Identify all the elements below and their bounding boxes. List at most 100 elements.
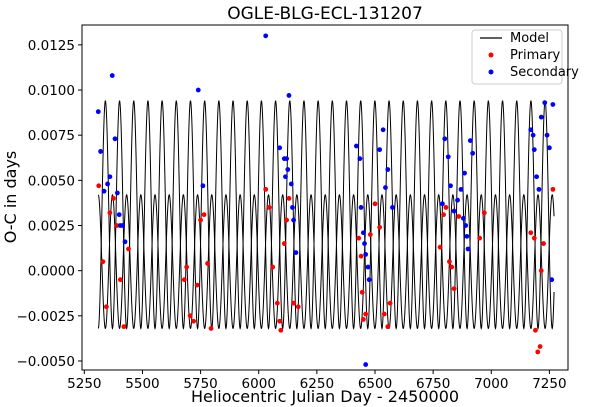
legend-model-label: Model bbox=[510, 31, 549, 46]
primary-point bbox=[528, 230, 534, 236]
primary-point bbox=[381, 311, 387, 317]
legend-primary-marker bbox=[488, 52, 494, 58]
secondary-point bbox=[105, 181, 110, 187]
secondary-point bbox=[542, 100, 548, 106]
primary-point bbox=[194, 282, 200, 288]
y-tick-label: 0.0000 bbox=[28, 264, 75, 280]
y-tick-label: 0.0050 bbox=[28, 173, 75, 189]
legend-secondary-label: Secondary bbox=[510, 65, 579, 80]
primary-point bbox=[284, 217, 290, 223]
primary-point bbox=[533, 327, 538, 333]
secondary-point bbox=[360, 230, 366, 236]
primary-point bbox=[121, 324, 127, 330]
legend-primary-label: Primary bbox=[510, 48, 561, 63]
secondary-point bbox=[460, 215, 466, 221]
secondary-point bbox=[363, 362, 369, 367]
primary-point bbox=[114, 223, 120, 228]
secondary-point bbox=[98, 149, 103, 154]
primary-point bbox=[451, 286, 457, 292]
chart-title: OGLE-BLG-ECL-131207 bbox=[227, 4, 423, 24]
primary-point bbox=[447, 259, 452, 265]
secondary-point bbox=[455, 197, 460, 203]
primary-point bbox=[367, 232, 373, 237]
x-tick-label: 5750 bbox=[183, 376, 217, 392]
primary-point bbox=[263, 186, 269, 192]
x-tick-label: 6000 bbox=[242, 376, 276, 392]
secondary-points bbox=[95, 33, 556, 367]
x-tick-label: 6750 bbox=[416, 376, 450, 392]
legend: Model Primary Secondary bbox=[471, 29, 579, 85]
primary-point bbox=[208, 326, 214, 331]
primary-point bbox=[96, 183, 102, 189]
y-tick-label: 0.0125 bbox=[28, 38, 75, 54]
secondary-point bbox=[293, 250, 299, 255]
secondary-point bbox=[363, 252, 369, 257]
secondary-point bbox=[366, 277, 372, 283]
secondary-point bbox=[440, 201, 445, 207]
primary-point bbox=[359, 289, 365, 295]
y-axis-title: O-C in days bbox=[1, 151, 20, 244]
primary-point bbox=[281, 241, 287, 246]
primary-point bbox=[100, 259, 106, 265]
secondary-point bbox=[95, 109, 101, 115]
secondary-point bbox=[288, 181, 294, 187]
secondary-point bbox=[116, 212, 122, 218]
y-tick-label: −0.0025 bbox=[16, 309, 75, 325]
secondary-point bbox=[114, 190, 120, 196]
primary-point bbox=[286, 196, 292, 201]
primary-point bbox=[266, 205, 272, 210]
secondary-point bbox=[263, 33, 269, 39]
primary-point bbox=[550, 186, 556, 192]
primary-point bbox=[198, 217, 203, 223]
primary-point bbox=[191, 318, 197, 324]
secondary-point bbox=[200, 183, 206, 189]
secondary-point bbox=[451, 208, 457, 214]
model-curves bbox=[97, 100, 555, 330]
secondary-point bbox=[101, 188, 107, 194]
primary-point bbox=[110, 196, 116, 201]
secondary-point bbox=[285, 167, 291, 172]
primary-point bbox=[477, 235, 483, 241]
primary-point bbox=[385, 324, 391, 330]
primary-point bbox=[291, 300, 297, 306]
y-tick-label: −0.0050 bbox=[16, 354, 75, 370]
primary-point bbox=[356, 235, 362, 241]
primary-point bbox=[531, 235, 537, 241]
y-tick-label: 0.0075 bbox=[28, 128, 75, 144]
primary-point bbox=[441, 212, 446, 218]
primary-point bbox=[205, 261, 210, 266]
primary-point bbox=[363, 311, 369, 317]
primary-point bbox=[535, 349, 541, 355]
secondary-point bbox=[365, 264, 371, 270]
primary-point bbox=[117, 277, 123, 283]
secondary-point bbox=[528, 127, 534, 133]
model-secondary-curve bbox=[97, 100, 555, 330]
secondary-point bbox=[286, 93, 292, 98]
primary-point bbox=[187, 313, 193, 319]
secondary-point bbox=[544, 132, 550, 138]
secondary-point bbox=[385, 167, 391, 172]
y-tick-label: 0.0025 bbox=[28, 218, 75, 234]
primary-point bbox=[184, 264, 190, 270]
secondary-point bbox=[547, 145, 552, 151]
secondary-point bbox=[112, 136, 118, 142]
secondary-point bbox=[531, 147, 537, 153]
legend-box bbox=[471, 29, 563, 85]
secondary-point bbox=[353, 143, 359, 149]
secondary-point bbox=[357, 156, 363, 162]
primary-point bbox=[107, 210, 113, 216]
x-tick-label: 5500 bbox=[125, 376, 159, 392]
secondary-point bbox=[536, 186, 542, 192]
secondary-point bbox=[538, 114, 544, 120]
primary-point bbox=[181, 277, 187, 283]
primary-point bbox=[278, 327, 284, 333]
secondary-point bbox=[277, 145, 283, 151]
primary-point bbox=[541, 241, 546, 246]
primary-point bbox=[104, 304, 109, 310]
secondary-point bbox=[534, 174, 540, 180]
secondary-point bbox=[195, 87, 201, 93]
primary-point bbox=[481, 210, 487, 216]
primary-point bbox=[443, 205, 449, 210]
x-tick-label: 6500 bbox=[358, 376, 392, 392]
